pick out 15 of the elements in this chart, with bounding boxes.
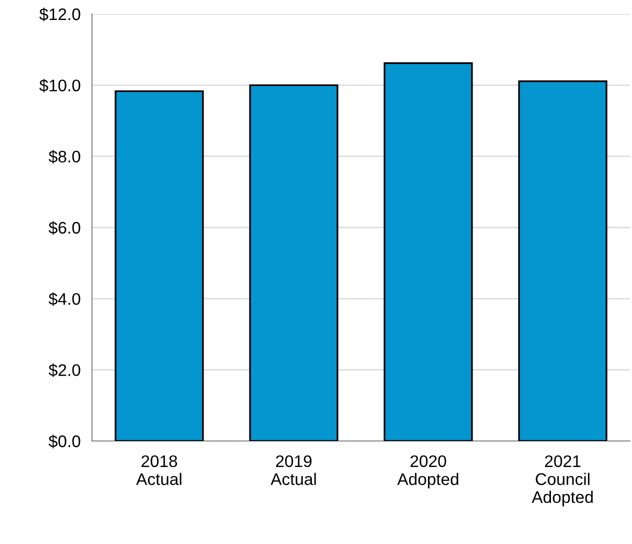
- y-tick-label: $2.0: [48, 364, 80, 378]
- y-tick-label: $8.0: [48, 150, 80, 164]
- y-tick-label: $4.0: [48, 292, 80, 306]
- bar: [249, 84, 338, 441]
- bar: [518, 80, 608, 441]
- y-tick-label: $0.0: [48, 434, 80, 448]
- bar: [114, 90, 204, 441]
- x-tick-label: 2019 Actual: [270, 455, 316, 486]
- x-tick-label: 2020 Adopted: [397, 455, 458, 488]
- x-tick-label: 2018 Actual: [136, 455, 182, 486]
- y-tick-label: $6.0: [48, 221, 80, 235]
- y-tick-label: $10.0: [39, 78, 80, 92]
- x-tick-label: 2021 Council Adopted: [532, 455, 593, 506]
- bar: [384, 62, 473, 441]
- y-tick-label: $12.0: [39, 8, 80, 22]
